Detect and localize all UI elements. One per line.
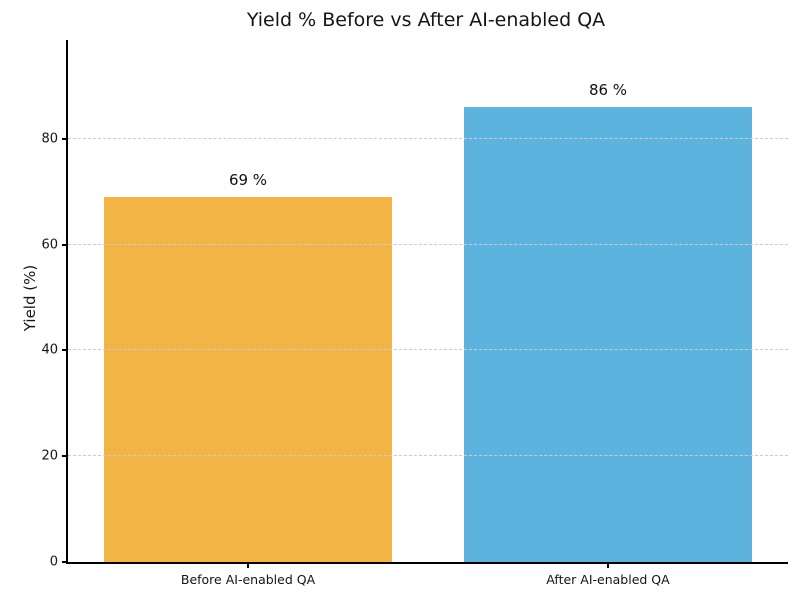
x-tick-mark: [247, 562, 249, 568]
y-tick-mark: [62, 137, 68, 140]
bar-after-ai-enabled-qa: [464, 107, 752, 562]
y-tick-mark: [62, 243, 68, 246]
bar-value-label: 86 %: [588, 81, 628, 100]
y-tick-label: 40: [41, 342, 58, 358]
y-axis-label: Yield (%): [21, 264, 39, 332]
x-tick-label: Before AI-enabled QA: [180, 572, 316, 587]
y-tick-mark: [62, 349, 68, 352]
y-tick-label: 80: [41, 131, 58, 147]
x-tick-mark: [607, 562, 609, 568]
bar-value-label: 69 %: [228, 171, 268, 190]
y-tick-mark: [62, 561, 68, 563]
bar-before-ai-enabled-qa: [104, 197, 392, 562]
y-tick-label: 20: [41, 448, 58, 464]
x-tick-label: After AI-enabled QA: [546, 572, 670, 587]
y-tick-mark: [62, 455, 68, 458]
y-tick-label: 0: [49, 554, 58, 570]
y-tick-label: 60: [41, 237, 58, 253]
chart-title: Yield % Before vs After AI-enabled QA: [246, 9, 606, 31]
plot-area: 0 20 40 60 80 69 % Before AI-enabled QA 86 % Aft…: [41, 40, 788, 587]
